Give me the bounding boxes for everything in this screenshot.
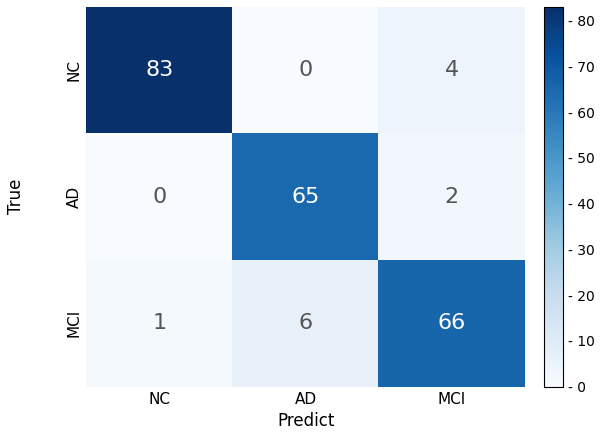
X-axis label: Predict: Predict	[277, 412, 334, 430]
Text: 2: 2	[445, 187, 458, 207]
Text: 0: 0	[152, 187, 167, 207]
Text: 4: 4	[445, 60, 458, 80]
Text: 65: 65	[292, 187, 320, 207]
Text: 6: 6	[299, 313, 313, 333]
Y-axis label: True: True	[7, 179, 25, 215]
Text: 0: 0	[298, 60, 313, 80]
Text: 1: 1	[152, 313, 167, 333]
Text: 83: 83	[145, 60, 173, 80]
Text: 66: 66	[437, 313, 466, 333]
